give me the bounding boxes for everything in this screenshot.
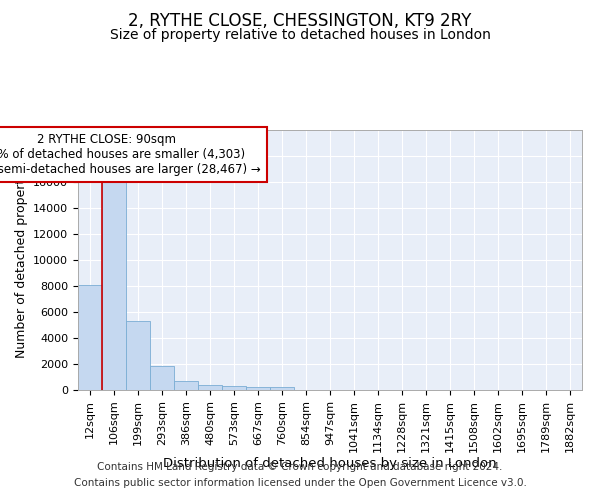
Text: 2, RYTHE CLOSE, CHESSINGTON, KT9 2RY: 2, RYTHE CLOSE, CHESSINGTON, KT9 2RY [128, 12, 472, 30]
Text: 2 RYTHE CLOSE: 90sqm
← 13% of detached houses are smaller (4,303)
86% of semi-de: 2 RYTHE CLOSE: 90sqm ← 13% of detached h… [0, 132, 260, 176]
Text: Size of property relative to detached houses in London: Size of property relative to detached ho… [110, 28, 490, 42]
Bar [174, 381, 198, 390]
Bar [222, 386, 246, 390]
Text: Contains public sector information licensed under the Open Government Licence v3: Contains public sector information licen… [74, 478, 526, 488]
Text: Contains HM Land Registry data © Crown copyright and database right 2024.: Contains HM Land Registry data © Crown c… [97, 462, 503, 472]
Y-axis label: Number of detached properties: Number of detached properties [14, 162, 28, 358]
Bar [270, 388, 294, 390]
Bar [198, 385, 222, 390]
Bar [126, 321, 150, 390]
Bar [102, 174, 126, 390]
X-axis label: Distribution of detached houses by size in London: Distribution of detached houses by size … [163, 458, 497, 470]
Bar [150, 366, 174, 390]
Bar [246, 388, 270, 390]
Bar [78, 284, 102, 390]
